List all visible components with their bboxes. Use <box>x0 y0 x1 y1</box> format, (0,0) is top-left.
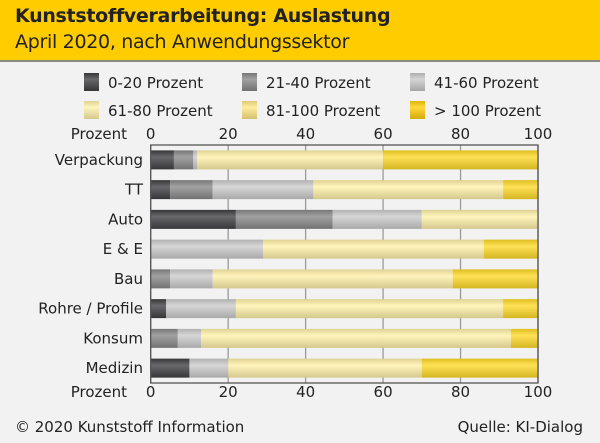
bar-segment <box>235 209 333 229</box>
category-label: Rohre / Profile <box>38 300 143 318</box>
category-label: Verpackung <box>55 151 143 169</box>
bar-segment <box>201 328 511 348</box>
x-tick-label-bottom: 20 <box>219 383 238 401</box>
legend-swatch <box>410 101 425 119</box>
bar-segment <box>421 209 538 229</box>
bar-segment <box>510 328 538 348</box>
category-label: Medizin <box>86 359 143 377</box>
bar-segment <box>263 239 484 259</box>
bar-segment <box>170 180 213 200</box>
bar-segment <box>189 358 229 378</box>
x-tick-label-top: 80 <box>451 125 470 143</box>
bar-segment <box>170 269 213 289</box>
legend-swatch <box>410 73 425 91</box>
bar-segment <box>452 269 538 289</box>
bar-segment <box>383 150 538 170</box>
bar-segment <box>332 209 422 229</box>
x-axis-label-bottom: Prozent <box>71 383 127 401</box>
bar-segment <box>212 269 453 289</box>
bar-segment <box>212 180 314 200</box>
bar-segment <box>150 328 178 348</box>
bar-segment <box>177 328 202 348</box>
bar-segment <box>150 180 171 200</box>
bar-segment <box>483 239 538 259</box>
legend-swatch <box>84 101 99 119</box>
bar-segment <box>235 299 504 319</box>
bar-segment <box>197 150 384 170</box>
x-tick-label-bottom: 60 <box>374 383 393 401</box>
bar-segment <box>228 358 422 378</box>
legend-label: 61-80 Prozent <box>108 102 213 120</box>
x-tick-label-top: 0 <box>146 125 156 143</box>
legend-label: 81-100 Prozent <box>266 102 380 120</box>
category-label: E & E <box>103 240 143 258</box>
x-axis-label-top: Prozent <box>71 125 127 143</box>
chart-title: Kunststoffverarbeitung: Auslastung <box>15 5 391 27</box>
legend-label: 41-60 Prozent <box>434 74 539 92</box>
category-label: Konsum <box>83 329 143 347</box>
legend-label: 0-20 Prozent <box>108 74 203 92</box>
legend-label: 21-40 Prozent <box>266 74 371 92</box>
legend-label: > 100 Prozent <box>434 102 541 120</box>
legend-swatch <box>84 73 99 91</box>
x-tick-label-bottom: 0 <box>146 383 156 401</box>
x-tick-label-top: 100 <box>524 125 553 143</box>
bar-segment <box>503 299 538 319</box>
x-tick-label-top: 40 <box>296 125 315 143</box>
chart-subtitle: April 2020, nach Anwendungssektor <box>15 31 350 53</box>
header-band: Kunststoffverarbeitung: Auslastung April… <box>0 0 600 62</box>
source-note: Quelle: KI-Dialog <box>457 418 583 436</box>
x-tick-label-bottom: 100 <box>524 383 553 401</box>
bar-segment <box>193 150 198 170</box>
bar-segment <box>173 150 194 170</box>
plot-frame <box>150 144 539 384</box>
bar-segment <box>150 269 171 289</box>
bar-segment <box>150 358 190 378</box>
category-label: Bau <box>114 270 143 288</box>
x-tick-label-top: 20 <box>219 125 238 143</box>
x-tick-label-bottom: 80 <box>451 383 470 401</box>
x-tick-label-bottom: 40 <box>296 383 315 401</box>
bar-segment <box>421 358 538 378</box>
category-label: TT <box>124 181 144 199</box>
bar-segment <box>150 299 167 319</box>
bar-segment <box>503 180 538 200</box>
bar-segment <box>313 180 504 200</box>
bar-segment <box>150 239 264 259</box>
legend-swatch <box>242 73 257 91</box>
copyright: © 2020 Kunststoff Information <box>15 418 245 436</box>
category-label: Auto <box>108 210 143 228</box>
bar-segment <box>150 209 236 229</box>
bar-segment <box>166 299 236 319</box>
x-tick-label-top: 60 <box>374 125 393 143</box>
bar-segment <box>150 150 174 170</box>
legend-swatch <box>242 101 257 119</box>
